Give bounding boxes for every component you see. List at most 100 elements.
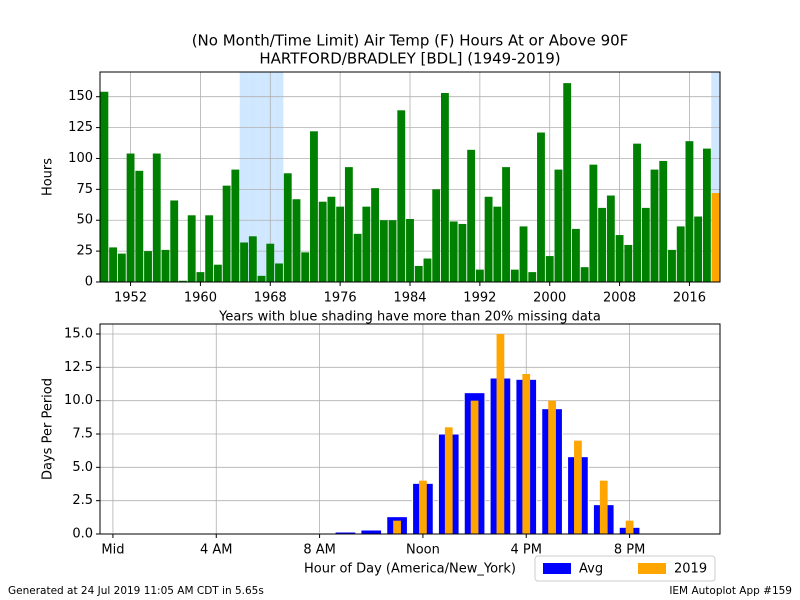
- bar: [659, 160, 668, 282]
- x-tick-label: 2000: [533, 291, 566, 306]
- bar: [266, 243, 275, 282]
- x-tick-label: 8 AM: [303, 543, 336, 558]
- x-tick-label: 4 AM: [200, 543, 233, 558]
- missing-data-shade: [257, 72, 266, 282]
- y-tick-label: 25: [76, 244, 93, 259]
- bar: [213, 264, 222, 282]
- bar: [170, 200, 179, 282]
- plot-frame: [99, 71, 721, 283]
- y-tick-label: 7.5: [72, 427, 93, 442]
- bar: [484, 196, 493, 282]
- footer-left: Generated at 24 Jul 2019 11:05 AM CDT in…: [8, 585, 264, 597]
- plot-frame: [99, 323, 721, 535]
- bar: [423, 258, 432, 282]
- y-tick-label: 2.5: [72, 493, 93, 508]
- bar: [318, 201, 327, 282]
- bar: [625, 520, 634, 534]
- y-axis-label: Days Per Period: [41, 378, 56, 480]
- bar: [519, 226, 528, 282]
- y-tick-label: 150: [68, 89, 93, 104]
- bar: [135, 170, 144, 282]
- bar: [502, 167, 510, 282]
- bar: [493, 206, 502, 282]
- bar: [353, 233, 362, 282]
- bar: [406, 219, 414, 282]
- legend-swatch: [543, 563, 571, 574]
- y-tick-label: 100: [68, 151, 93, 166]
- bar: [393, 520, 401, 534]
- bar: [205, 215, 214, 282]
- bar: [327, 196, 336, 282]
- bar: [676, 226, 685, 282]
- bar: [432, 189, 441, 282]
- x-tick-label: 2016: [673, 291, 706, 306]
- missing-data-shade: [711, 72, 720, 282]
- bar: [301, 252, 310, 282]
- bar: [554, 169, 563, 282]
- bar: [310, 131, 318, 282]
- bar: [222, 185, 231, 282]
- bar: [548, 400, 556, 534]
- bar: [362, 206, 371, 282]
- y-tick-label: 0.0: [72, 527, 93, 542]
- bar: [496, 334, 505, 534]
- y-tick-label: 0: [85, 275, 93, 290]
- x-tick-label: Mid: [101, 543, 124, 558]
- legend-label: 2019: [674, 562, 707, 577]
- legend-label: Avg: [579, 562, 603, 577]
- x-tick-label: Noon: [406, 543, 440, 558]
- bar: [283, 173, 292, 282]
- bar: [388, 220, 397, 282]
- bar: [510, 269, 519, 282]
- bar: [109, 247, 118, 282]
- bar: [231, 169, 240, 282]
- footer-right: IEM Autoplot App #159: [669, 585, 792, 597]
- bar: [685, 141, 694, 282]
- bar: [571, 228, 580, 282]
- bar: [574, 440, 582, 534]
- missing-data-shade: [274, 72, 284, 282]
- bar: [650, 169, 659, 282]
- y-tick-label: 12.5: [64, 360, 93, 375]
- x-tick-label: 2008: [603, 291, 636, 306]
- bar: [100, 91, 109, 282]
- x-tick-label: 1992: [463, 291, 496, 306]
- bar: [580, 267, 589, 282]
- bar: [196, 272, 205, 282]
- bar: [257, 275, 266, 282]
- bar: [537, 132, 545, 282]
- bar: [624, 244, 633, 282]
- x-tick-label: 1952: [114, 291, 147, 306]
- legend-swatch: [638, 563, 666, 574]
- chart-subtitle: HARTFORD/BRADLEY [BDL] (1949-2019): [259, 50, 560, 68]
- bar: [702, 148, 711, 282]
- bar: [248, 236, 257, 282]
- missing-data-shade: [239, 72, 249, 282]
- bar: [419, 480, 427, 534]
- legend-frame: [534, 555, 716, 582]
- bar: [528, 272, 537, 282]
- bar: [344, 167, 353, 282]
- missing-data-shade: [248, 72, 258, 282]
- bar: [641, 207, 650, 282]
- bar: [441, 93, 449, 282]
- bar: [240, 242, 249, 282]
- bar: [606, 195, 615, 282]
- bar: [371, 188, 379, 282]
- bar: [187, 215, 196, 282]
- x-tick-label: 4 PM: [511, 543, 542, 558]
- y-tick-label: 15.0: [64, 327, 93, 342]
- bar: [126, 153, 135, 282]
- x-axis-label: Hour of Day (America/New_York): [304, 562, 516, 577]
- y-tick-label: 10.0: [64, 393, 93, 408]
- bar: [144, 251, 152, 282]
- x-tick-label: 8 PM: [614, 543, 645, 558]
- bar: [379, 220, 388, 282]
- y-tick-label: 75: [76, 182, 93, 197]
- bar: [292, 199, 301, 282]
- bar: [545, 256, 554, 282]
- bar: [467, 149, 476, 282]
- annotation: Years with blue shading have more than 2…: [218, 310, 601, 325]
